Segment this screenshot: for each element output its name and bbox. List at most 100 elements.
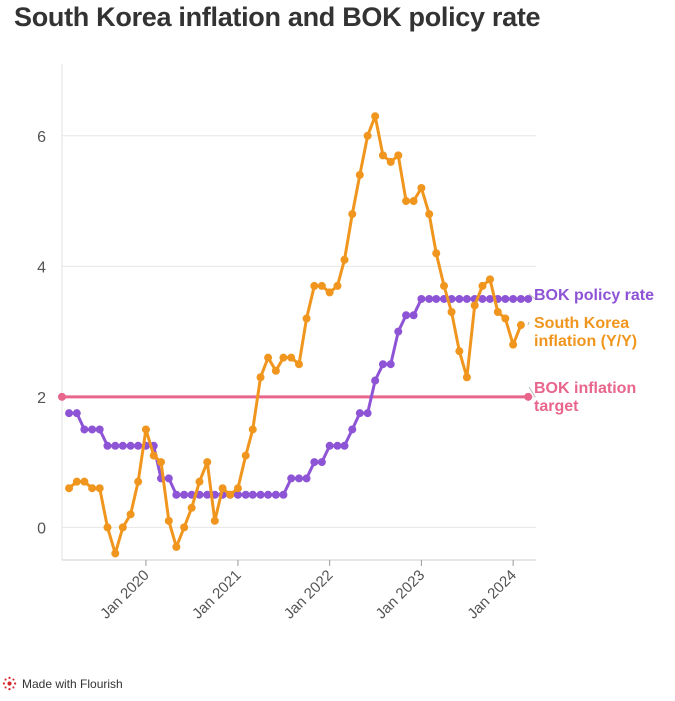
data-point xyxy=(279,353,288,362)
data-point xyxy=(478,294,487,303)
data-point xyxy=(95,425,104,434)
data-point xyxy=(371,112,380,121)
data-point xyxy=(340,255,349,264)
data-point xyxy=(378,360,387,369)
y-tick-label: 4 xyxy=(37,259,46,276)
data-point xyxy=(103,441,112,450)
y-tick-label: 0 xyxy=(37,520,46,537)
data-point xyxy=(409,311,418,320)
data-point xyxy=(355,170,364,179)
data-point xyxy=(317,281,326,290)
data-point xyxy=(317,458,326,467)
footer-text: Made with Flourish xyxy=(22,676,123,691)
data-point xyxy=(287,353,296,362)
data-point xyxy=(172,542,181,551)
data-point xyxy=(462,294,471,303)
grid-lines xyxy=(61,64,536,560)
data-point xyxy=(65,409,74,418)
data-point xyxy=(203,490,212,499)
data-point xyxy=(271,366,280,375)
data-point xyxy=(248,490,257,499)
data-point xyxy=(172,490,181,499)
series-group xyxy=(58,112,533,558)
series-label-line: BOK inflation xyxy=(534,380,636,397)
data-point xyxy=(295,360,303,369)
label-connector xyxy=(528,386,536,398)
series-label-line: target xyxy=(534,398,579,415)
data-point xyxy=(256,490,265,499)
x-tick-label: Jan 2022 xyxy=(281,567,337,623)
footer[interactable]: Made with Flourish xyxy=(2,676,123,691)
series-label: BOK policy rate xyxy=(534,287,654,304)
x-tick-label: Jan 2021 xyxy=(189,567,245,623)
series-label-line: BOK policy rate xyxy=(534,287,654,304)
data-point xyxy=(157,458,166,467)
data-point xyxy=(493,308,502,316)
data-point xyxy=(432,294,441,303)
data-point xyxy=(164,516,173,525)
data-point xyxy=(516,321,525,330)
data-point xyxy=(264,490,273,499)
data-point xyxy=(103,523,112,532)
y-axis: 0 2 4 6 xyxy=(37,129,46,538)
data-point xyxy=(80,477,89,486)
data-point xyxy=(386,157,395,166)
data-point xyxy=(363,409,372,418)
data-point xyxy=(72,409,81,418)
series-label: BOK inflation target xyxy=(534,380,636,415)
data-point xyxy=(386,360,395,369)
data-point xyxy=(340,441,349,450)
series-line xyxy=(67,114,523,555)
data-point xyxy=(264,353,273,362)
data-point xyxy=(118,523,127,532)
data-point xyxy=(88,484,97,493)
data-point xyxy=(111,441,120,450)
data-point xyxy=(394,327,403,336)
series-label-line: inflation (Y/Y) xyxy=(534,333,637,350)
data-point xyxy=(218,484,227,493)
data-point xyxy=(333,441,342,450)
data-point xyxy=(478,281,487,290)
data-point xyxy=(455,294,464,303)
data-point xyxy=(164,474,173,483)
data-point xyxy=(233,484,242,493)
data-point xyxy=(509,294,518,303)
data-point xyxy=(371,376,380,385)
data-point xyxy=(88,425,97,434)
data-point xyxy=(279,490,288,499)
chart-title: South Korea inflation and BOK policy rat… xyxy=(14,2,541,32)
data-point xyxy=(440,281,449,290)
x-tick-label: Jan 2020 xyxy=(97,567,153,623)
data-point xyxy=(118,441,127,450)
data-point xyxy=(378,151,387,160)
data-point xyxy=(470,301,479,310)
data-point xyxy=(333,281,342,290)
y-tick-label: 2 xyxy=(37,390,46,407)
data-point xyxy=(134,477,143,486)
data-point xyxy=(233,490,242,499)
data-point xyxy=(425,294,434,303)
data-point xyxy=(141,425,150,434)
data-point xyxy=(524,294,533,303)
data-point xyxy=(509,340,518,349)
data-point xyxy=(432,249,441,258)
x-tick-label: Jan 2024 xyxy=(464,567,520,623)
data-point xyxy=(111,549,120,558)
data-point xyxy=(80,425,89,434)
data-point xyxy=(501,314,510,323)
label-connector xyxy=(528,293,536,300)
data-point xyxy=(394,151,403,160)
data-point xyxy=(203,458,212,467)
data-point xyxy=(295,474,303,483)
data-point xyxy=(187,503,196,512)
label-connector xyxy=(527,321,530,326)
data-point xyxy=(310,458,319,467)
data-point xyxy=(348,425,357,434)
data-point xyxy=(417,184,426,192)
data-point xyxy=(310,281,319,290)
data-point xyxy=(195,477,204,486)
y-tick-label: 6 xyxy=(37,129,46,146)
x-axis: Jan 2020 Jan 2021 Jan 2022 Jan 2023 Jan 2024 xyxy=(62,559,536,623)
data-point xyxy=(516,294,525,303)
